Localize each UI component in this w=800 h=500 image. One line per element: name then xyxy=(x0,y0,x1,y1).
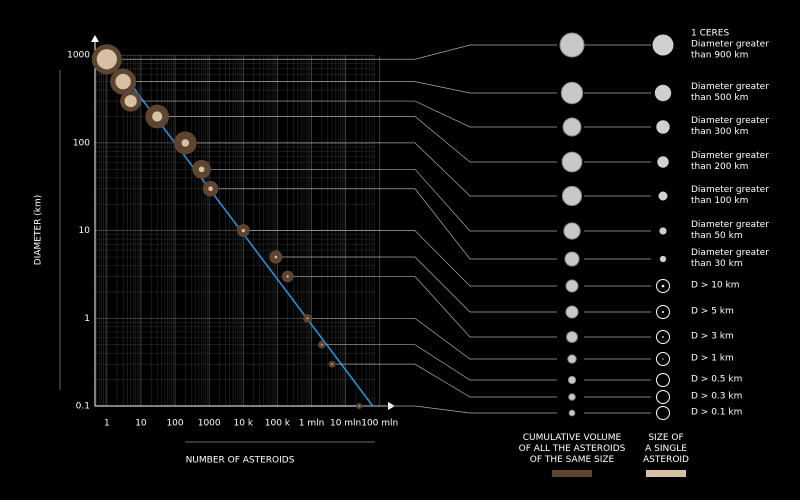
size-ring xyxy=(656,373,670,387)
y-tick-label: 1000 xyxy=(67,51,90,61)
y-tick-label: 1 xyxy=(84,314,90,324)
legend-swatch xyxy=(552,470,592,477)
y-tick-label: 0.1 xyxy=(76,402,90,412)
legend-swatch xyxy=(646,470,686,477)
cumulative-asteroid-icon xyxy=(563,222,581,240)
row-label: D > 10 km xyxy=(691,280,740,291)
single-asteroid-icon xyxy=(657,156,669,168)
legend-label: SIZE OF A SINGLE ASTEROID xyxy=(643,433,689,465)
x-tick-label: 1 mln xyxy=(299,419,325,429)
single-asteroid-icon xyxy=(659,255,667,263)
connector xyxy=(218,188,557,260)
x-tick-label: 10 k xyxy=(234,419,254,429)
connector xyxy=(293,276,557,338)
connector xyxy=(249,230,557,287)
size-ring xyxy=(656,390,670,404)
cumulative-asteroid-icon xyxy=(561,185,583,207)
connector xyxy=(311,317,557,360)
x-tick-label: 100 k xyxy=(265,419,291,429)
single-size-bubble xyxy=(96,49,117,70)
single-asteroid-icon xyxy=(661,284,665,288)
cumulative-asteroid-icon xyxy=(561,151,583,173)
connector xyxy=(121,44,557,60)
row-label: Diameter greater than 30 km xyxy=(691,248,769,269)
single-size-bubble xyxy=(241,229,245,233)
row-label: 1 CERES Diameter greater than 900 km xyxy=(691,28,769,61)
y-tick-label: 100 xyxy=(73,138,90,148)
x-axis-label: NUMBER OF ASTEROIDS xyxy=(186,456,295,466)
row-label: D > 5 km xyxy=(691,306,734,317)
cumulative-asteroid-icon xyxy=(559,32,585,58)
connector xyxy=(335,363,557,398)
x-tick-label: 1 xyxy=(104,419,110,429)
x-tick-label: 10 mln xyxy=(330,419,361,429)
trend-line xyxy=(123,74,374,407)
single-asteroid-icon xyxy=(658,191,668,201)
connector xyxy=(169,116,557,163)
connector xyxy=(325,344,557,381)
legend-label: CUMULATIVE VOLUME OF ALL THE ASTEROIDS O… xyxy=(518,433,626,465)
cumulative-asteroid-icon xyxy=(564,251,580,267)
row-label: D > 0.3 km xyxy=(691,391,743,402)
single-size-bubble xyxy=(124,94,137,108)
single-size-bubble xyxy=(198,166,205,173)
cumulative-asteroid-icon xyxy=(560,81,584,105)
cumulative-asteroid-icon xyxy=(568,393,576,401)
row-label: D > 3 km xyxy=(691,331,734,342)
single-asteroid-icon xyxy=(662,358,664,360)
row-label: D > 1 km xyxy=(691,353,734,364)
connector xyxy=(210,168,557,232)
single-size-bubble xyxy=(274,255,278,259)
y-tick-label: 10 xyxy=(79,226,91,236)
single-asteroid-icon xyxy=(654,84,672,102)
row-label: Diameter greater than 100 km xyxy=(691,185,769,206)
row-label: Diameter greater than 200 km xyxy=(691,151,769,172)
single-size-bubble xyxy=(320,343,323,346)
connector xyxy=(196,142,557,197)
single-asteroid-icon xyxy=(661,310,665,314)
single-size-bubble xyxy=(286,275,289,278)
row-label: Diameter greater than 50 km xyxy=(691,220,769,241)
cumulative-asteroid-icon xyxy=(568,409,576,417)
cumulative-asteroid-icon xyxy=(567,375,577,385)
cumulative-asteroid-icon xyxy=(567,354,577,364)
y-axis-label: DIAMETER (km) xyxy=(34,195,44,266)
single-size-bubble xyxy=(152,111,163,122)
single-size-bubble xyxy=(181,139,190,147)
single-asteroid-icon xyxy=(662,336,664,338)
row-label: Diameter greater than 500 km xyxy=(691,82,769,103)
single-asteroid-icon xyxy=(659,227,667,235)
size-ring xyxy=(656,406,670,420)
connector xyxy=(282,256,557,313)
connector xyxy=(136,81,557,94)
connector xyxy=(141,100,557,128)
single-asteroid-icon xyxy=(652,34,674,56)
row-label: D > 0.1 km xyxy=(691,407,743,418)
row-label: D > 0.5 km xyxy=(691,374,743,385)
single-asteroid-icon xyxy=(656,120,670,134)
y-axis-arrow xyxy=(91,35,99,42)
cumulative-asteroid-icon xyxy=(565,305,579,319)
cumulative-asteroid-icon xyxy=(566,331,578,343)
connector xyxy=(362,405,557,414)
cumulative-asteroid-icon xyxy=(562,117,582,137)
cumulative-asteroid-icon xyxy=(565,279,579,293)
single-size-bubble xyxy=(306,317,309,320)
x-tick-label: 10 xyxy=(135,419,147,429)
x-tick-label: 1000 xyxy=(198,419,221,429)
single-size-bubble xyxy=(331,363,333,365)
single-size-bubble xyxy=(115,73,131,90)
single-size-bubble xyxy=(208,186,213,192)
single-size-bubble xyxy=(358,405,360,407)
x-tick-label: 100 xyxy=(166,419,183,429)
x-tick-label: 100 mln xyxy=(361,419,398,429)
row-label: Diameter greater than 300 km xyxy=(691,116,769,137)
